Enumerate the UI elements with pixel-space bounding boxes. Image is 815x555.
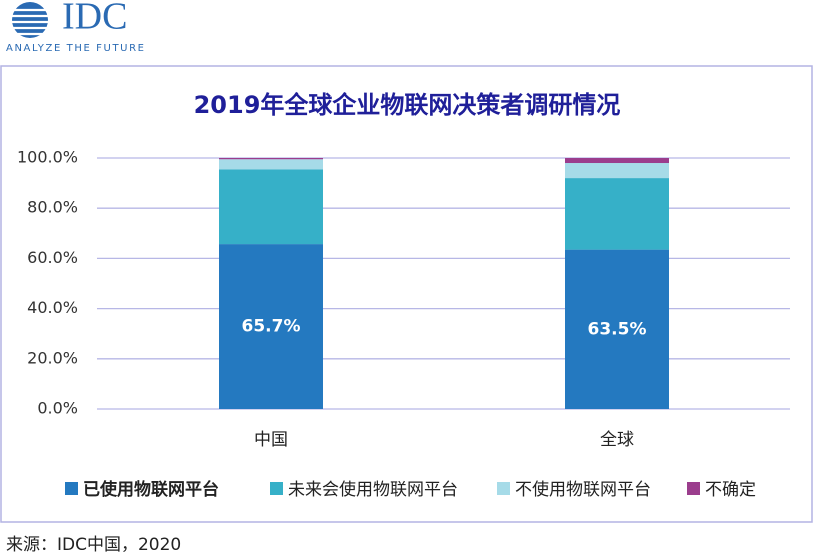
legend-label: 未来会使用物联网平台 xyxy=(288,479,458,500)
logo-name: IDC xyxy=(62,0,127,38)
legend-swatch xyxy=(65,482,78,495)
x-tick-label: 中国 xyxy=(254,430,288,450)
bar-segment xyxy=(565,178,669,250)
data-label: 65.7% xyxy=(242,317,301,337)
legend-label: 不使用物联网平台 xyxy=(515,479,651,500)
legend-swatch xyxy=(687,482,700,495)
bar-segment xyxy=(565,249,669,409)
bar-segment xyxy=(219,244,323,409)
legend-label: 不确定 xyxy=(705,480,756,500)
data-label: 63.5% xyxy=(588,319,647,339)
legend-swatch xyxy=(497,482,510,495)
legend-swatch xyxy=(270,482,283,495)
logo-tagline: ANALYZE THE FUTURE xyxy=(6,43,146,54)
y-tick-label: 100.0% xyxy=(17,148,78,167)
bar-segment xyxy=(219,158,323,160)
x-tick-label: 全球 xyxy=(600,430,634,450)
y-tick-label: 20.0% xyxy=(27,348,78,367)
chart-title: 2019年全球企业物联网决策者调研情况 xyxy=(194,91,621,119)
legend-label: 已使用物联网平台 xyxy=(83,479,219,500)
y-tick-label: 60.0% xyxy=(27,248,78,267)
bar-segment xyxy=(219,159,323,170)
bar-segment xyxy=(565,163,669,179)
y-tick-label: 40.0% xyxy=(27,298,78,317)
bar-segment xyxy=(219,169,323,245)
y-tick-label: 80.0% xyxy=(27,198,78,217)
logo: IDC ANALYZE THE FUTURE xyxy=(6,0,146,54)
chart-frame xyxy=(0,65,813,523)
logo-globe xyxy=(12,2,48,38)
logo-stripes xyxy=(10,8,50,36)
y-tick-label: 0.0% xyxy=(37,399,78,418)
source: 来源：IDC中国，2020 xyxy=(6,535,181,555)
bar-segment xyxy=(565,158,669,164)
